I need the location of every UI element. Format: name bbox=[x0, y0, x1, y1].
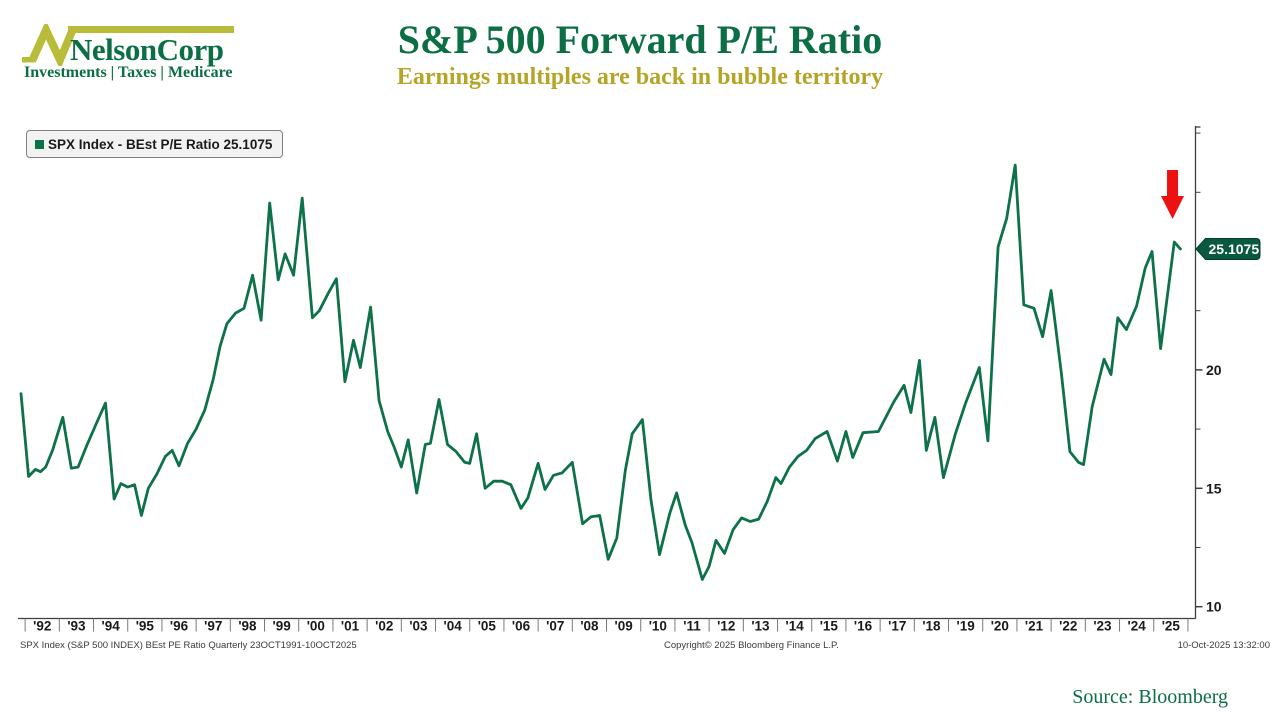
logo-name: NelsonCorp bbox=[70, 32, 224, 67]
x-axis-label: '97 bbox=[204, 619, 222, 634]
x-axis-label: '98 bbox=[238, 619, 257, 634]
x-axis-label: '01 bbox=[341, 619, 360, 634]
x-axis-label: '21 bbox=[1025, 619, 1044, 634]
x-axis-label: '23 bbox=[1093, 619, 1112, 634]
x-axis-label: '04 bbox=[444, 619, 463, 634]
highlight-down-arrow-icon bbox=[1167, 170, 1179, 197]
x-axis-label: '17 bbox=[888, 619, 906, 634]
x-axis-label: '11 bbox=[683, 619, 701, 634]
x-axis-label: '12 bbox=[717, 619, 735, 634]
source-attribution: Source: Bloomberg bbox=[1072, 686, 1228, 708]
x-axis-label: '19 bbox=[957, 619, 975, 634]
pe-ratio-series-line bbox=[19, 163, 1182, 581]
logo-tagline: Investments | Taxes | Medicare bbox=[24, 64, 233, 81]
x-axis-label: '00 bbox=[307, 619, 325, 634]
x-axis-label: '20 bbox=[991, 619, 1009, 634]
last-value-tag-text: 25.1075 bbox=[1209, 241, 1260, 257]
page-subtitle: Earnings multiples are back in bubble te… bbox=[396, 64, 884, 90]
y-axis-label: 15 bbox=[1206, 480, 1222, 496]
x-axis-label: '15 bbox=[820, 619, 839, 634]
x-axis-label: '08 bbox=[580, 619, 599, 634]
x-axis-label: '94 bbox=[102, 619, 121, 634]
x-axis-label: '09 bbox=[615, 619, 633, 634]
page-title: S&P 500 Forward P/E Ratio bbox=[397, 17, 883, 62]
chart-footnote-copyright: Copyright© 2025 Bloomberg Finance L.P. bbox=[664, 640, 839, 651]
x-axis-label: '13 bbox=[751, 619, 770, 634]
chart-footnote-timestamp: 10-Oct-2025 13:32:00 bbox=[1177, 640, 1270, 651]
nelsoncorp-logo: NelsonCorp Investments | Taxes | Medicar… bbox=[22, 12, 242, 94]
x-axis-label: '05 bbox=[478, 619, 497, 634]
nelsoncorp-n-icon bbox=[22, 24, 234, 66]
x-axis-label: '10 bbox=[649, 619, 667, 634]
x-axis-label: '99 bbox=[273, 619, 291, 634]
highlight-down-arrow-head-icon bbox=[1161, 196, 1185, 219]
x-axis-label: '16 bbox=[854, 619, 873, 634]
series-legend-chip[interactable]: SPX Index - BEst P/E Ratio 25.1075 bbox=[26, 130, 284, 158]
x-axis-label: '25 bbox=[1162, 619, 1181, 634]
x-axis-label: '07 bbox=[546, 619, 564, 634]
series-color-swatch-icon bbox=[35, 139, 44, 149]
x-axis-label: '22 bbox=[1059, 619, 1077, 634]
last-value-tag bbox=[1195, 237, 1261, 260]
series-legend-label: SPX Index - BEst P/E Ratio 25.1075 bbox=[48, 136, 273, 152]
x-axis-label: '18 bbox=[922, 619, 941, 634]
x-axis-label: '24 bbox=[1128, 619, 1147, 634]
x-axis-label: '06 bbox=[512, 619, 531, 634]
x-axis-label: '93 bbox=[67, 619, 86, 634]
x-axis-label: '03 bbox=[409, 619, 428, 634]
x-axis-label: '02 bbox=[375, 619, 393, 634]
y-axis-label: 20 bbox=[1206, 362, 1222, 378]
x-axis-label: '92 bbox=[33, 619, 51, 634]
x-axis-label: '96 bbox=[170, 619, 189, 634]
y-axis-label: 10 bbox=[1206, 599, 1222, 615]
x-axis-label: '14 bbox=[786, 619, 805, 634]
x-axis-label: '95 bbox=[136, 619, 155, 634]
chart-footnote-ticker: SPX Index (S&P 500 INDEX) BEst PE Ratio … bbox=[20, 640, 357, 651]
